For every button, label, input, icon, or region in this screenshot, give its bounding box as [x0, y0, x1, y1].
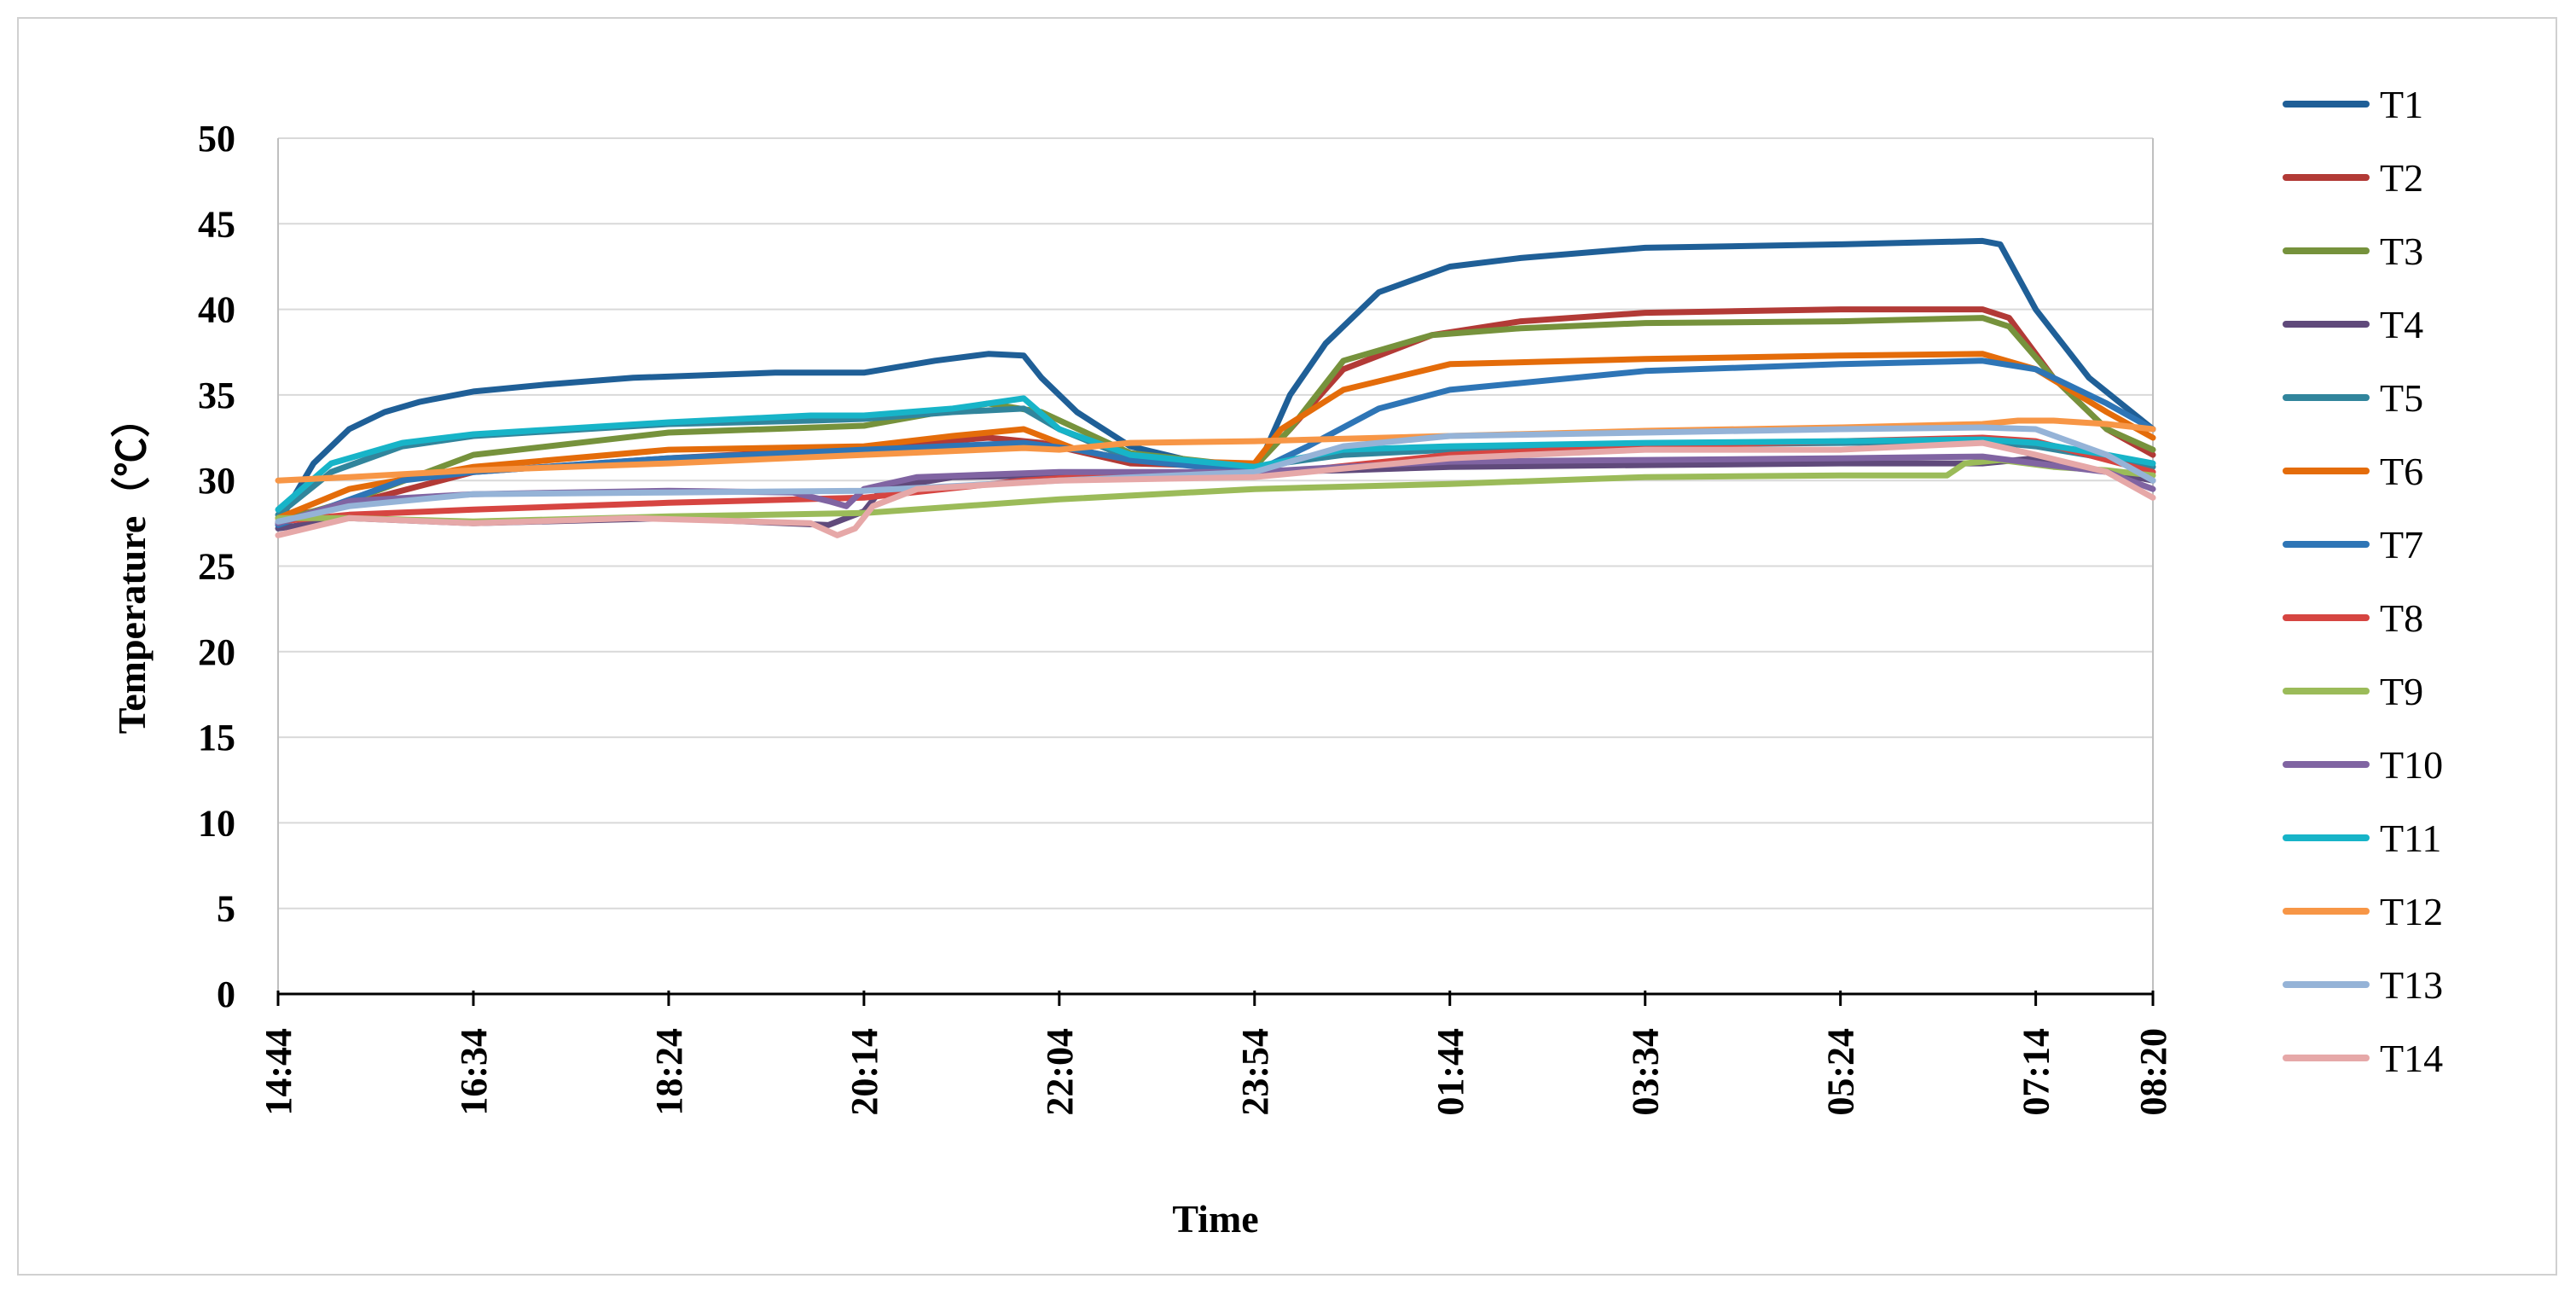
series-line-t12: [275, 417, 2156, 484]
y-tick-label: 10: [198, 802, 235, 844]
series-lines: [275, 237, 2156, 538]
temperature-line-chart: 0 5 10 15 20 25 30 35 40 45 50 14:44 16:34 18:24 20:14…: [110, 83, 2443, 1241]
x-tick-label: 18:24: [648, 1028, 690, 1116]
legend-label-t14: T14: [2380, 1037, 2443, 1080]
y-tick-label: 30: [198, 460, 235, 502]
x-tick-label: 05:24: [1820, 1028, 1862, 1116]
series-line-t2: [275, 306, 2156, 521]
legend-label-t8: T8: [2380, 596, 2423, 640]
legend-label-t2: T2: [2380, 156, 2423, 200]
series-line-t13: [275, 424, 2156, 525]
x-tick-label: 20:14: [844, 1028, 885, 1116]
legend-label-t1: T1: [2380, 83, 2423, 126]
series-line-t1: [275, 237, 2156, 526]
series-line-t14: [275, 439, 2156, 538]
chart-frame: 0 5 10 15 20 25 30 35 40 45 50 14:44 16:34 18:24 20:14…: [17, 17, 2557, 1276]
legend: T1 T2 T3 T4 T5 T6 T7 T8 T9 T10 T11 T12 T13 T14: [2283, 83, 2443, 1080]
x-tick-label: 01:44: [1430, 1028, 1471, 1116]
legend-label-t5: T5: [2380, 376, 2423, 420]
legend-label-t11: T11: [2380, 817, 2441, 860]
x-tick-label: 16:34: [453, 1028, 495, 1116]
legend-label-t6: T6: [2380, 450, 2423, 493]
y-tick-label: 25: [198, 546, 235, 588]
y-tick-label: 45: [198, 203, 235, 245]
y-tick-label: 40: [198, 289, 235, 331]
series-line-t11: [275, 395, 2156, 513]
legend-label-t7: T7: [2380, 523, 2423, 567]
x-tick-label: 22:04: [1039, 1028, 1081, 1116]
series-line-t3: [275, 315, 2156, 525]
y-tick-label: 35: [198, 375, 235, 416]
legend-label-t9: T9: [2380, 670, 2423, 713]
legend-label-t13: T13: [2380, 963, 2443, 1007]
x-axis-title: Time: [1172, 1197, 1258, 1241]
x-tick-label: 14:44: [258, 1028, 299, 1116]
y-tick-label: 50: [198, 118, 235, 160]
y-tick-label: 0: [217, 973, 235, 1015]
legend-label-t4: T4: [2380, 303, 2423, 346]
legend-label-t10: T10: [2380, 743, 2443, 787]
legend-label-t3: T3: [2380, 230, 2423, 273]
y-tick-label: 5: [217, 888, 235, 930]
y-tick-label: 20: [198, 631, 235, 673]
x-tick-label: 08:20: [2132, 1028, 2174, 1116]
plot-area-border: [277, 138, 2154, 994]
y-tick-label: 15: [198, 717, 235, 758]
series-line-t6: [275, 351, 2156, 521]
x-tick-label: 07:14: [2016, 1028, 2057, 1116]
x-tick-label: 23:54: [1234, 1028, 1276, 1116]
x-tick-label: 03:34: [1625, 1028, 1667, 1116]
legend-label-t12: T12: [2380, 890, 2443, 933]
axes: 0 5 10 15 20 25 30 35 40 45 50 14:44 16:34 18:24 20:14…: [198, 118, 2174, 1116]
y-axis-title: Temperature（℃）: [110, 398, 154, 735]
